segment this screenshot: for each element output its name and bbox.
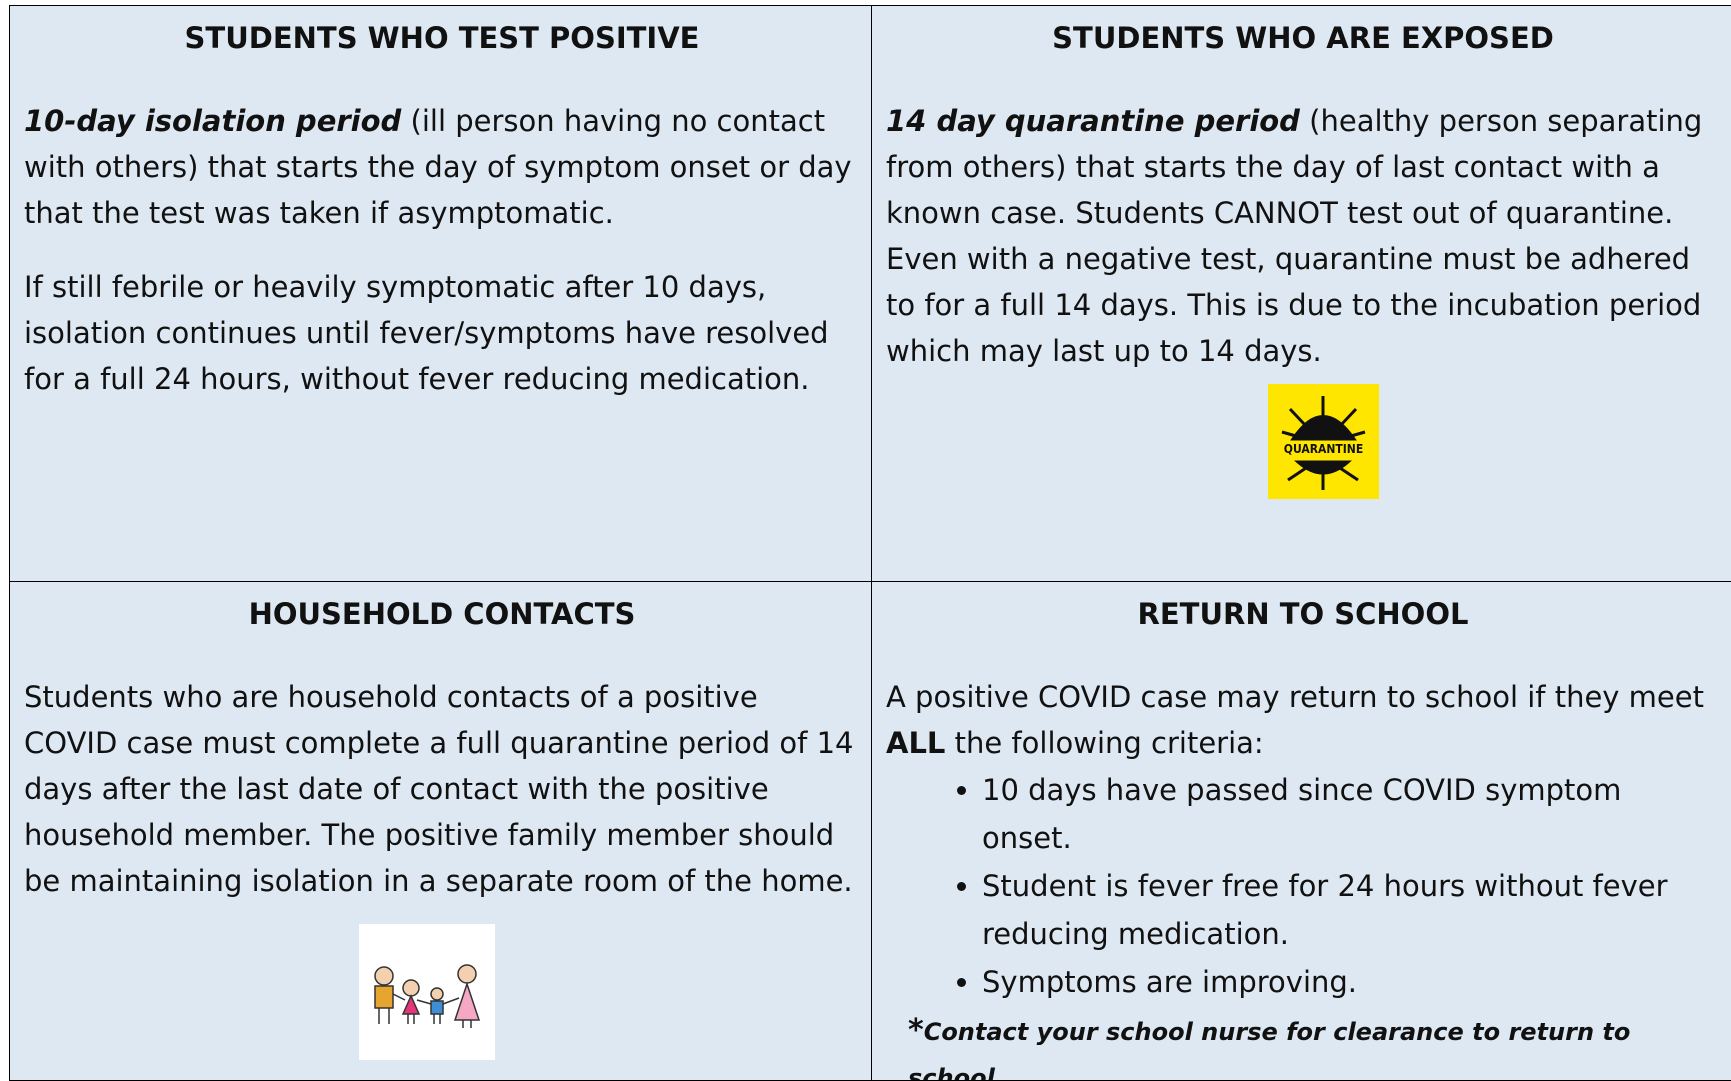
paragraph: 10-day isolation period (ill person havi…	[24, 98, 860, 236]
text: the following criteria:	[955, 726, 1264, 760]
quarantine-icon: QUARANTINE	[1268, 384, 1379, 499]
icon-label: QUARANTINE	[1284, 442, 1363, 456]
note: *Contact your school nurse for clearance…	[908, 1008, 1720, 1081]
criterion: 10 days have passed since COVID symptom …	[982, 766, 1720, 862]
paragraph: 14 day quarantine period (healthy person…	[886, 98, 1720, 374]
lead: 10-day isolation period	[24, 104, 401, 138]
cell: RETURN TO SCHOOL A positive COVID case m…	[871, 581, 1731, 1081]
paragraph: Students who are household contacts of a…	[24, 674, 860, 904]
family-illustration	[359, 924, 495, 1060]
emphasis: ALL	[886, 726, 945, 760]
text: (healthy person separating from others) …	[886, 104, 1702, 368]
cell-title: STUDENTS WHO TEST POSITIVE	[24, 18, 860, 58]
text: If still febrile or heavily symptomatic …	[24, 270, 829, 396]
page: STUDENTS WHO TEST POSITIVE 10-day isolat…	[0, 0, 1731, 1074]
cell-title: HOUSEHOLD CONTACTS	[24, 594, 860, 634]
cell: STUDENTS WHO ARE EXPOSED 14 day quaranti…	[871, 5, 1731, 583]
criterion: Student is fever free for 24 hours witho…	[982, 862, 1720, 958]
text: Students who are household contacts of a…	[24, 680, 853, 898]
cell: HOUSEHOLD CONTACTS Students who are hous…	[9, 581, 873, 1081]
note-mark: *	[908, 1013, 924, 1048]
paragraph: If still febrile or heavily symptomatic …	[24, 264, 860, 402]
lead: 14 day quarantine period	[886, 104, 1300, 138]
intro: A positive COVID case may return to scho…	[886, 674, 1720, 766]
text: A positive COVID case may return to scho…	[886, 680, 1704, 714]
cell-title: STUDENTS WHO ARE EXPOSED	[886, 18, 1720, 58]
note-text: Contact your school nurse for clearance …	[908, 1018, 1630, 1081]
criteria-list: 10 days have passed since COVID symptom …	[886, 766, 1720, 1006]
info-table: STUDENTS WHO TEST POSITIVE 10-day isolat…	[9, 5, 1731, 1074]
criterion: Symptoms are improving.	[982, 958, 1720, 1006]
cell: STUDENTS WHO TEST POSITIVE 10-day isolat…	[9, 5, 873, 583]
cell-title: RETURN TO SCHOOL	[886, 594, 1720, 634]
